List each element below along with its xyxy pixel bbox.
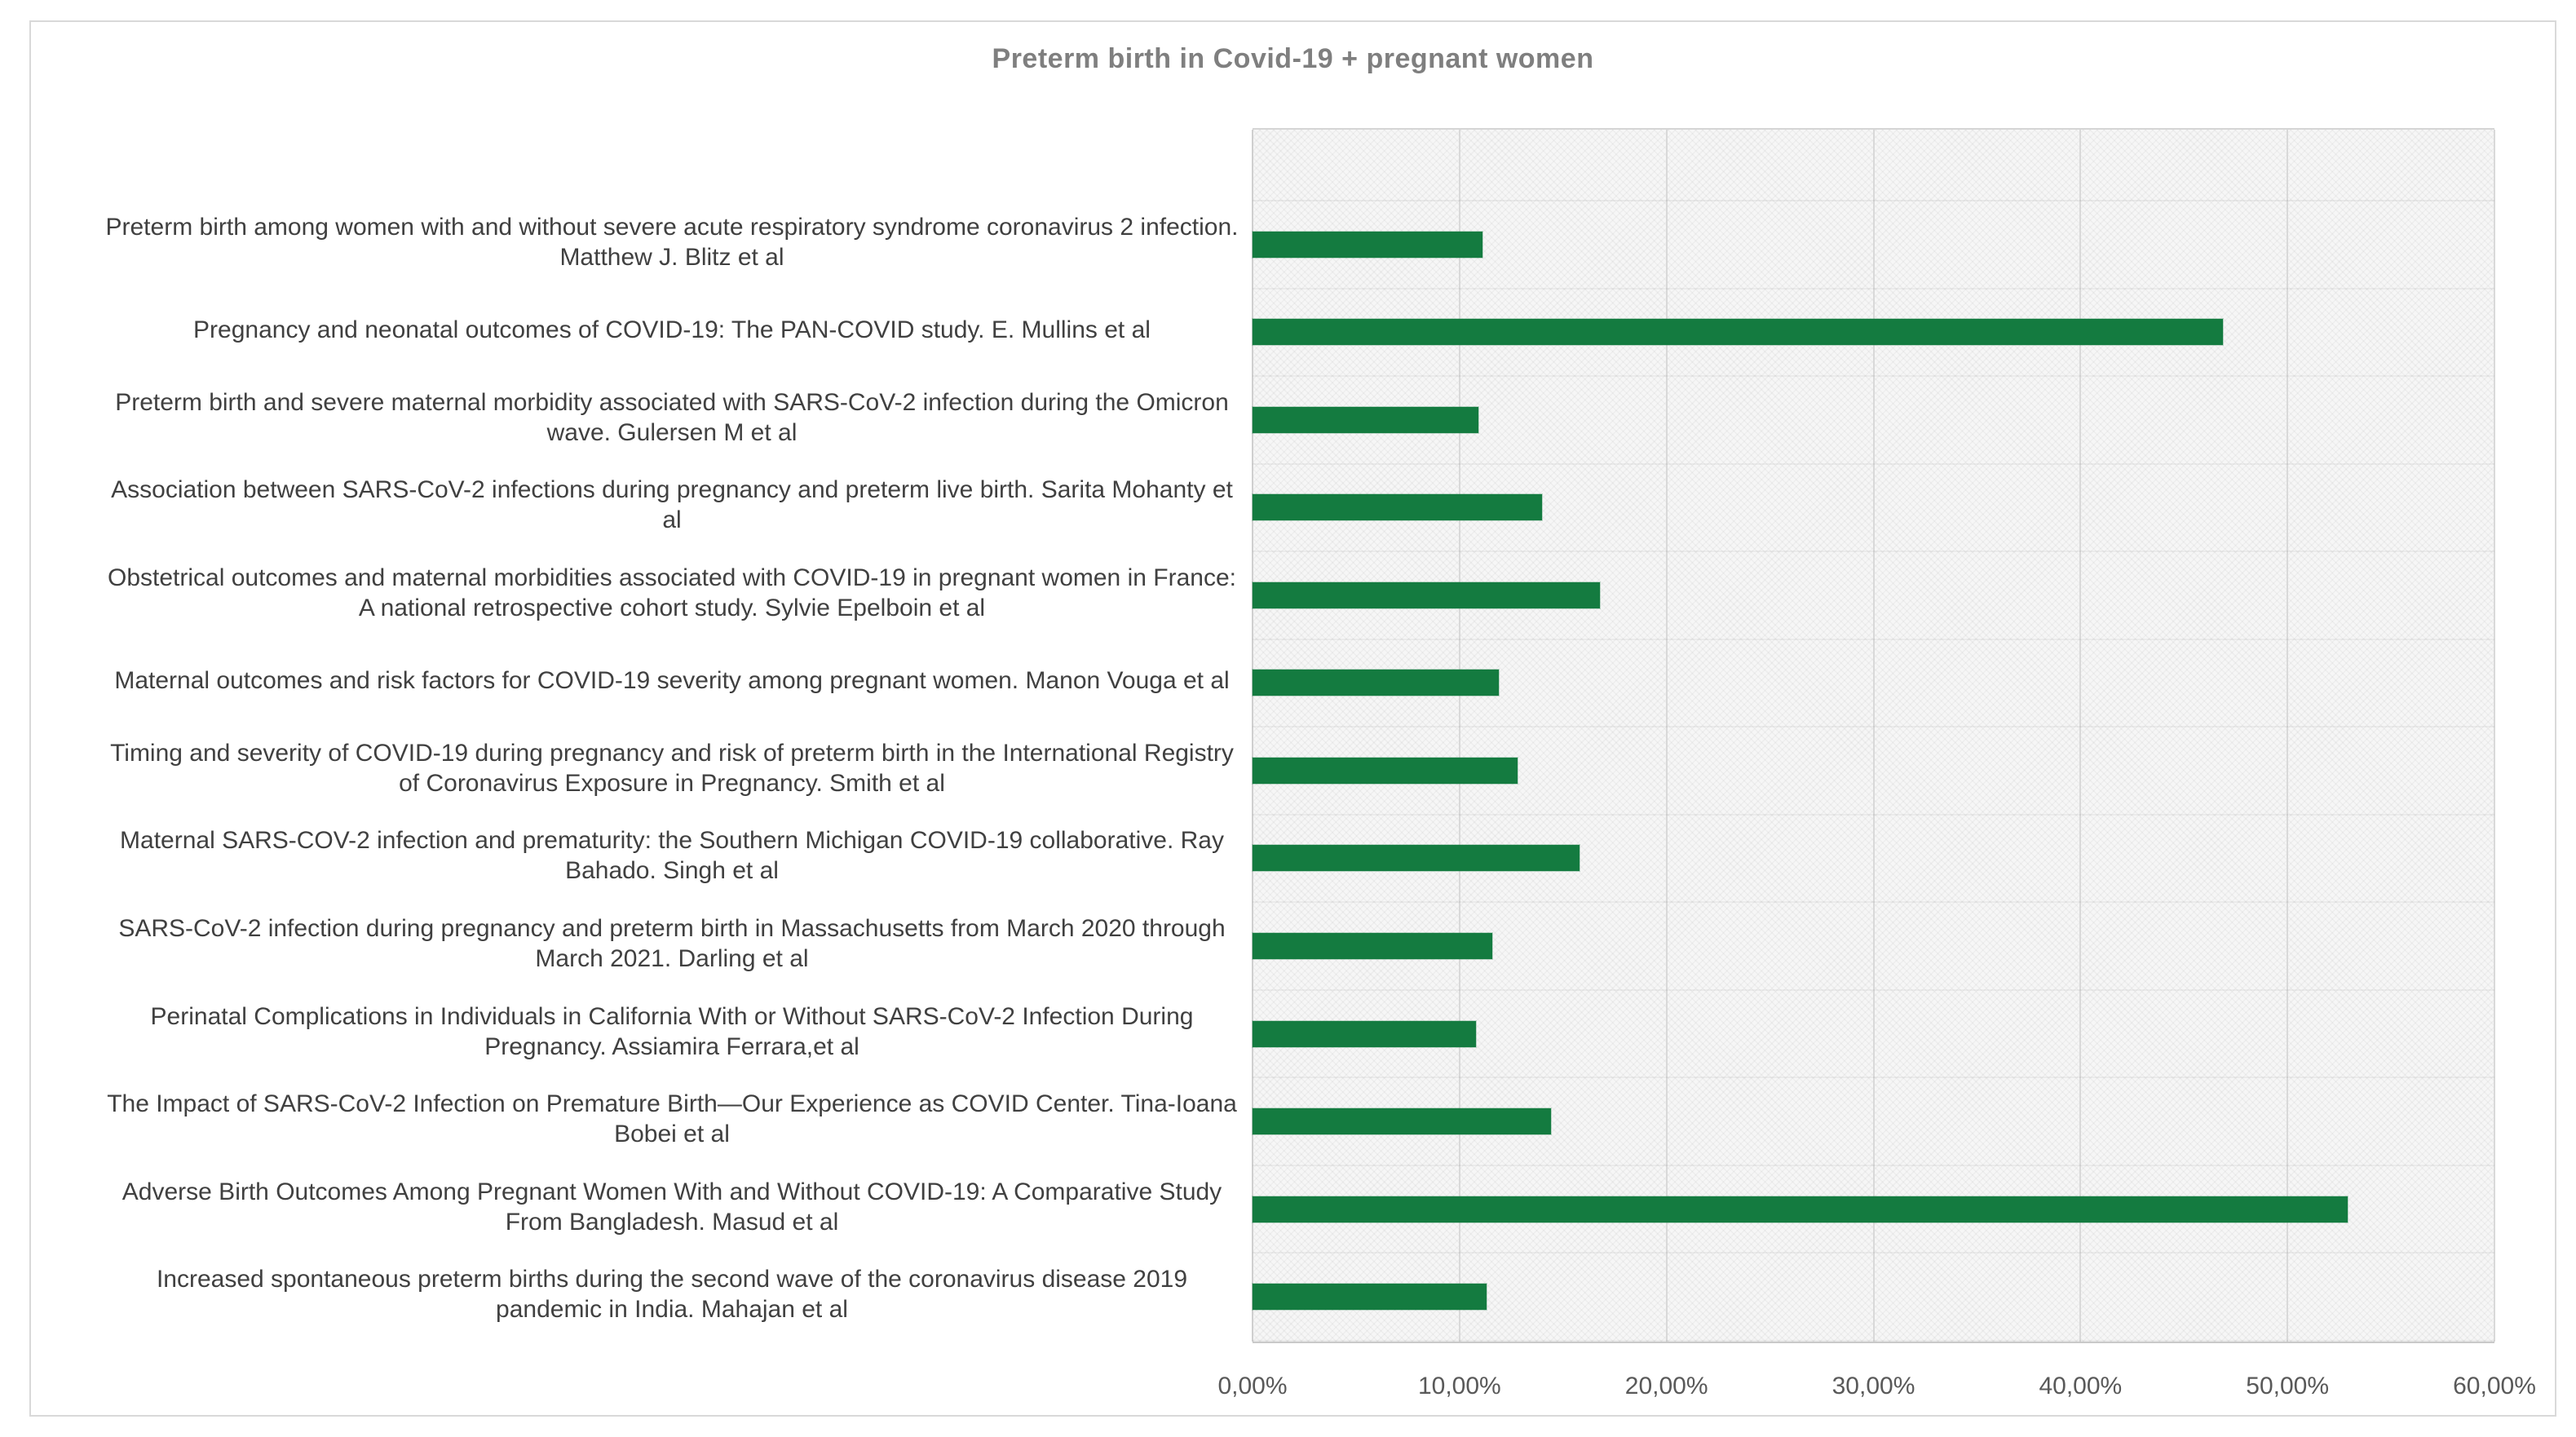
x-axis-tick-label: 20,00% [1624, 1373, 1708, 1399]
category-label: Maternal SARS-COV-2 infection and premat… [120, 827, 1224, 885]
category-row [1253, 552, 2494, 640]
category-label: Obstetrical outcomes and maternal morbid… [108, 564, 1236, 621]
gridline [2494, 130, 2495, 1342]
bar [1253, 1020, 1477, 1047]
gridline [1665, 130, 1668, 1342]
category-row [1253, 727, 2494, 816]
category-label: Increased spontaneous preterm births dur… [156, 1266, 1188, 1324]
category-labels-column: Preterm birth among women with and witho… [101, 198, 1243, 1338]
category-label: SARS-CoV-2 infection during pregnancy an… [118, 915, 1226, 973]
bar [1253, 231, 1482, 258]
category-row [1253, 816, 2494, 904]
bar [1253, 757, 1518, 784]
gridline [1252, 130, 1253, 1342]
category-row [1253, 903, 2494, 991]
bar [1253, 494, 1543, 521]
gridline [2287, 130, 2289, 1342]
x-axis-tick-label: 30,00% [1831, 1373, 1915, 1399]
bar [1253, 1196, 2348, 1223]
category-row [1253, 1254, 2494, 1342]
category-label: Adverse Birth Outcomes Among Pregnant Wo… [122, 1178, 1222, 1236]
category-row [1253, 377, 2494, 465]
category-row [1253, 640, 2494, 728]
category-label: Preterm birth and severe maternal morbid… [115, 388, 1229, 446]
category-label: The Impact of SARS-CoV-2 Infection on Pr… [107, 1090, 1237, 1148]
chart-title: Preterm birth in Covid-19 + pregnant wom… [992, 43, 1594, 74]
gridlines-layer [1252, 130, 2495, 1342]
bar [1253, 406, 1478, 433]
category-label: Preterm birth among women with and witho… [105, 213, 1239, 271]
category-row [1253, 465, 2494, 553]
x-axis-tick-label: 0,00% [1217, 1373, 1288, 1399]
bar [1253, 1284, 1487, 1311]
bar [1253, 319, 2224, 346]
bar [1253, 1108, 1551, 1135]
bar [1253, 670, 1500, 696]
category-label: Pregnancy and neonatal outcomes of COVID… [193, 316, 1151, 343]
chart-frame: Preterm birth in Covid-19 + pregnant wom… [29, 20, 2556, 1417]
x-axis-tick-label: 50,00% [2246, 1373, 2330, 1399]
rows-layer [1253, 200, 2494, 1342]
category-row [1253, 290, 2494, 378]
x-axis-tick-label: 10,00% [1417, 1373, 1501, 1399]
plot-area [1252, 128, 2495, 1343]
category-label: Maternal outcomes and risk factors for C… [114, 666, 1230, 694]
category-label: Association between SARS-CoV-2 infection… [111, 476, 1233, 534]
x-axis-tick-label: 40,00% [2039, 1373, 2123, 1399]
gridline [1872, 130, 1875, 1342]
category-row [1253, 991, 2494, 1079]
bar [1253, 581, 1601, 608]
category-label: Perinatal Complications in Individuals i… [150, 1002, 1194, 1060]
category-label: Timing and severity of COVID-19 during p… [110, 739, 1234, 797]
bar [1253, 845, 1580, 872]
category-row [1253, 1166, 2494, 1254]
x-axis-tick-label: 60,00% [2453, 1373, 2536, 1399]
gridline [2079, 130, 2082, 1342]
category-row [1253, 1078, 2494, 1166]
category-row [1253, 201, 2494, 290]
bar [1253, 933, 1493, 960]
gridline [1458, 130, 1460, 1342]
x-axis: 0,00% 10,00% 20,00% 30,00% 40,00% 50,00% 60,00… [1217, 1366, 2535, 1405]
